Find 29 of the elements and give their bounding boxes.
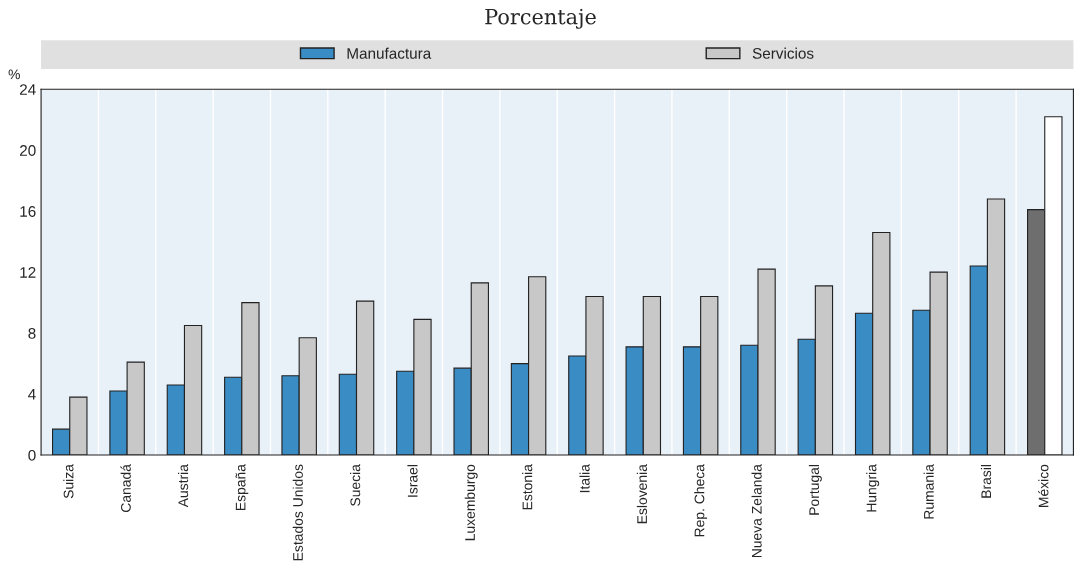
x-tick-label: México — [1038, 464, 1049, 507]
x-tick-label: Nueva Zelanda — [751, 464, 762, 558]
x-tick-label: Rumania — [923, 464, 934, 519]
x-tick-label: Austria — [177, 464, 189, 508]
x-tick-label: Israel — [407, 464, 418, 497]
x-tick-label: Luxemburgo — [464, 464, 478, 541]
y-tick-label: 8 — [28, 327, 36, 339]
y-tick-label: 4 — [28, 389, 36, 400]
x-tick-label: Italia — [579, 464, 590, 493]
x-tick-label: Estonia — [522, 464, 533, 510]
x-tick-label: Suecia — [350, 464, 361, 506]
legend-label: Manufactura — [347, 47, 432, 59]
chart-title: Porcentaje — [485, 8, 596, 29]
legend-label: Servicios — [752, 47, 814, 59]
y-axis-title: % — [8, 69, 20, 80]
x-tick-label: España — [235, 464, 249, 511]
x-tick-label: Brasil — [980, 465, 992, 498]
x-tick-label: Suiza — [63, 464, 74, 499]
y-tick-label: 20 — [19, 145, 36, 156]
y-tick-label: 24 — [19, 84, 36, 95]
x-tick-label: Portugal — [808, 464, 822, 515]
x-tick-label: Rep. Checa — [694, 464, 708, 537]
x-tick-label: Hungria — [866, 464, 880, 512]
y-tick-label: 0 — [28, 449, 36, 461]
y-tick-label: 16 — [20, 206, 36, 217]
x-tick-label: Eslovenia — [636, 464, 648, 524]
x-tick-label: Canadá — [120, 464, 131, 513]
y-tick-label: 12 — [20, 267, 36, 278]
x-tick-label: Estados Unidos — [292, 464, 303, 561]
